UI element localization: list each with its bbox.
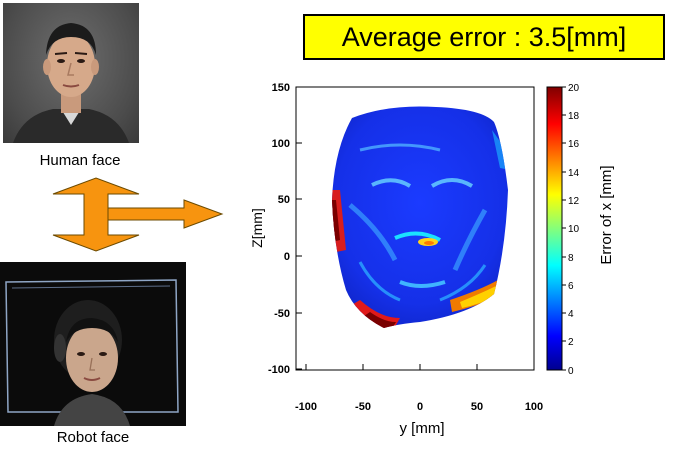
human-face-caption: Human face — [39, 152, 121, 169]
y-tick-label: -50 — [274, 308, 290, 320]
colorbar-tick-label: 14 — [568, 168, 580, 179]
x-tick-label: -50 — [355, 401, 371, 413]
colorbar-tick-label: 4 — [568, 309, 574, 320]
x-axis: -100 -50 0 50 100 y [mm] — [295, 364, 543, 437]
x-axis-label: y [mm] — [400, 420, 445, 437]
y-tick-label: -100 — [268, 364, 290, 376]
x-tick-label: 0 — [417, 401, 423, 413]
colorbar-tick-label: 16 — [568, 139, 580, 150]
y-tick-label: 100 — [272, 138, 290, 150]
y-axis-label: Z[mm] — [249, 208, 265, 248]
colorbar-tick-label: 2 — [568, 337, 574, 348]
x-tick-label: -100 — [295, 401, 317, 413]
y-axis: 150 100 50 0 -50 -100 Z[mm] — [249, 82, 302, 376]
colorbar-tick-label: 20 — [568, 83, 580, 94]
colorbar-label: Error of x [mm] — [598, 165, 615, 264]
human-face-photo — [3, 3, 139, 143]
face-error-map — [332, 106, 508, 329]
colorbar: 20 18 16 14 12 10 8 6 4 2 0 Error of x [… — [546, 83, 615, 377]
y-tick-label: 0 — [284, 251, 290, 263]
robot-face-photo — [0, 262, 186, 426]
average-error-banner: Average error : 3.5[mm] — [303, 14, 665, 60]
colorbar-tick-label: 12 — [568, 196, 580, 207]
x-tick-label: 100 — [525, 401, 543, 413]
y-tick-label: 50 — [278, 194, 290, 206]
colorbar-tick-label: 6 — [568, 281, 574, 292]
y-tick-label: 150 — [272, 82, 290, 94]
robot-face-caption: Robot face — [56, 429, 130, 446]
plot-area-frame — [295, 86, 535, 371]
colorbar-tick-label: 18 — [568, 111, 580, 122]
colorbar-tick-label: 8 — [568, 253, 574, 264]
colorbar-tick-label: 0 — [568, 366, 574, 377]
correspondence-arrows — [52, 177, 224, 252]
colorbar-tick-label: 10 — [568, 224, 580, 235]
x-tick-label: 50 — [471, 401, 483, 413]
